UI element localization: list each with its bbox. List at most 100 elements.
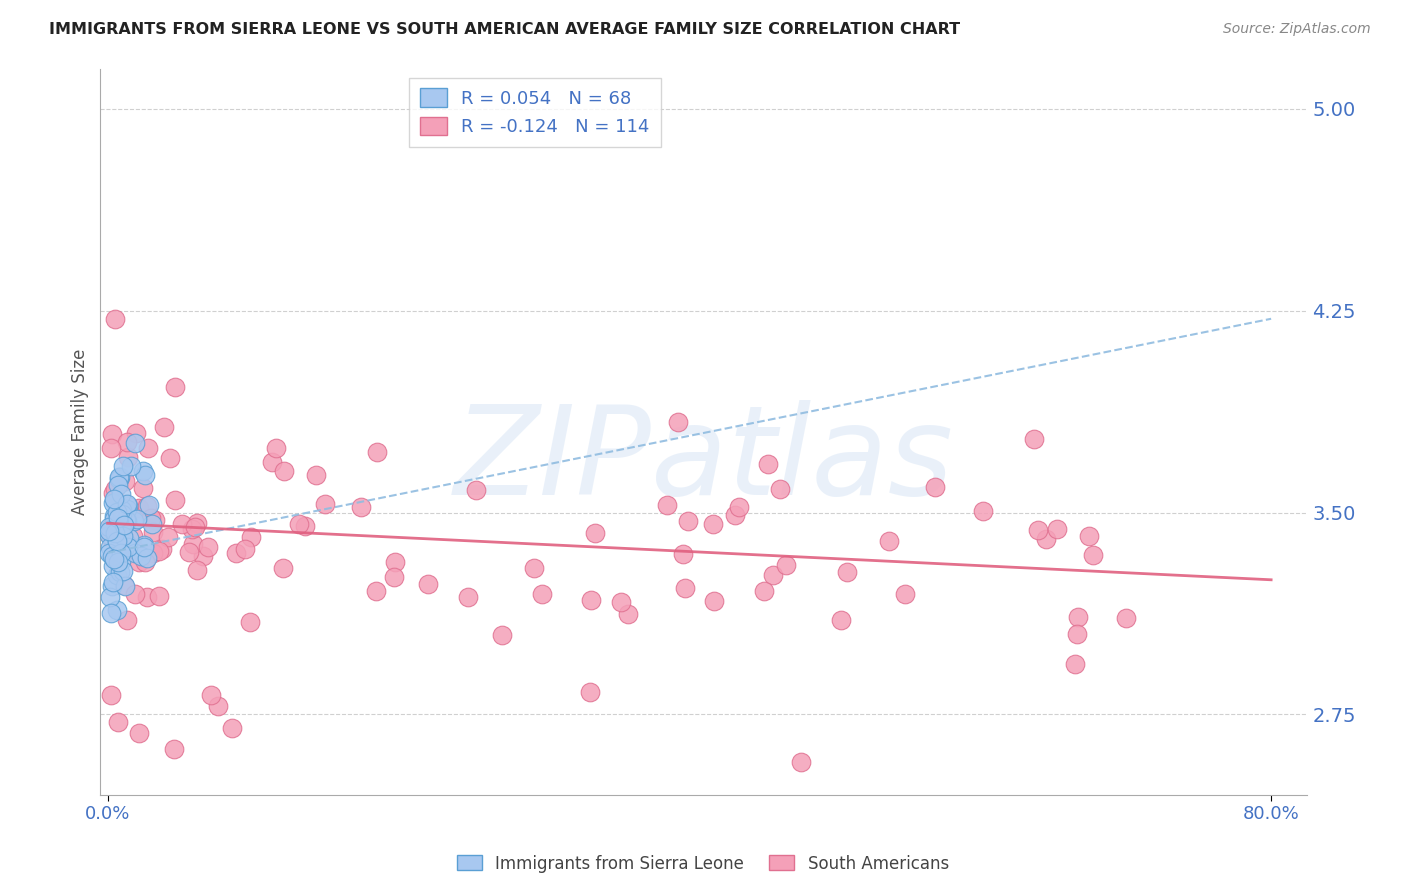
Point [110,538,132,552]
Point [136,442,159,456]
Point [107,527,129,541]
Point [138,498,160,512]
Point [115,514,138,528]
Point [159,450,181,465]
Y-axis label: Average Family Size: Average Family Size [72,349,89,515]
Point [1026,523,1049,537]
Point [221,721,243,735]
Point [101,427,124,442]
Point [104,525,127,540]
Point [752,583,775,598]
Point [114,541,136,555]
Point [124,587,146,601]
Point [364,583,387,598]
Point [122,514,145,528]
Point [124,541,146,556]
Point [728,500,751,514]
Point [112,529,135,543]
Point [115,502,138,516]
Point [193,549,215,563]
Point [108,565,131,579]
Point [103,524,125,539]
Point [115,434,138,449]
Point [108,472,131,486]
Point [101,549,124,564]
Point [148,589,170,603]
Point [1063,657,1085,672]
Point [100,519,122,533]
Point [294,519,316,533]
Point [141,516,163,531]
Point [1115,611,1137,625]
Point [1035,532,1057,546]
Point [129,549,152,564]
Point [118,531,141,545]
Point [233,541,256,556]
Point [465,483,488,497]
Point [672,547,695,561]
Point [1022,432,1045,446]
Point [162,742,184,756]
Point [609,595,631,609]
Point [124,546,146,560]
Point [100,441,122,455]
Point [139,510,162,524]
Point [104,495,127,509]
Point [170,516,193,531]
Point [112,518,135,533]
Point [103,512,125,526]
Point [132,464,155,478]
Point [775,558,797,572]
Point [107,715,129,730]
Point [184,520,207,534]
Point [384,570,406,584]
Point [762,567,785,582]
Point [104,311,127,326]
Point [110,524,132,539]
Point [150,541,173,556]
Point [1066,627,1088,641]
Point [207,699,229,714]
Point [142,524,165,539]
Point [148,543,170,558]
Point [111,507,134,521]
Point [186,563,208,577]
Point [98,591,121,605]
Point [100,689,122,703]
Point [104,482,127,496]
Point [1077,529,1099,543]
Point [100,549,122,563]
Point [972,504,994,518]
Point [830,613,852,627]
Point [107,478,129,492]
Point [273,464,295,478]
Point [104,514,127,528]
Point [134,555,156,569]
Point [103,574,125,589]
Point [262,455,284,469]
Point [134,467,156,482]
Point [108,469,131,483]
Point [457,590,479,604]
Point [523,561,546,575]
Text: IMMIGRANTS FROM SIERRA LEONE VS SOUTH AMERICAN AVERAGE FAMILY SIZE CORRELATION C: IMMIGRANTS FROM SIERRA LEONE VS SOUTH AM… [49,22,960,37]
Point [418,577,440,591]
Point [271,561,294,575]
Point [128,555,150,569]
Point [1081,548,1104,562]
Point [103,552,125,566]
Point [1046,522,1069,536]
Point [114,474,136,488]
Point [117,541,139,555]
Point [110,554,132,568]
Point [117,537,139,551]
Point [107,556,129,570]
Point [181,537,204,551]
Point [350,500,373,514]
Point [305,468,328,483]
Point [877,534,900,549]
Legend: Immigrants from Sierra Leone, South Americans: Immigrants from Sierra Leone, South Amer… [450,848,956,880]
Point [157,530,180,544]
Point [240,530,263,544]
Point [101,486,124,500]
